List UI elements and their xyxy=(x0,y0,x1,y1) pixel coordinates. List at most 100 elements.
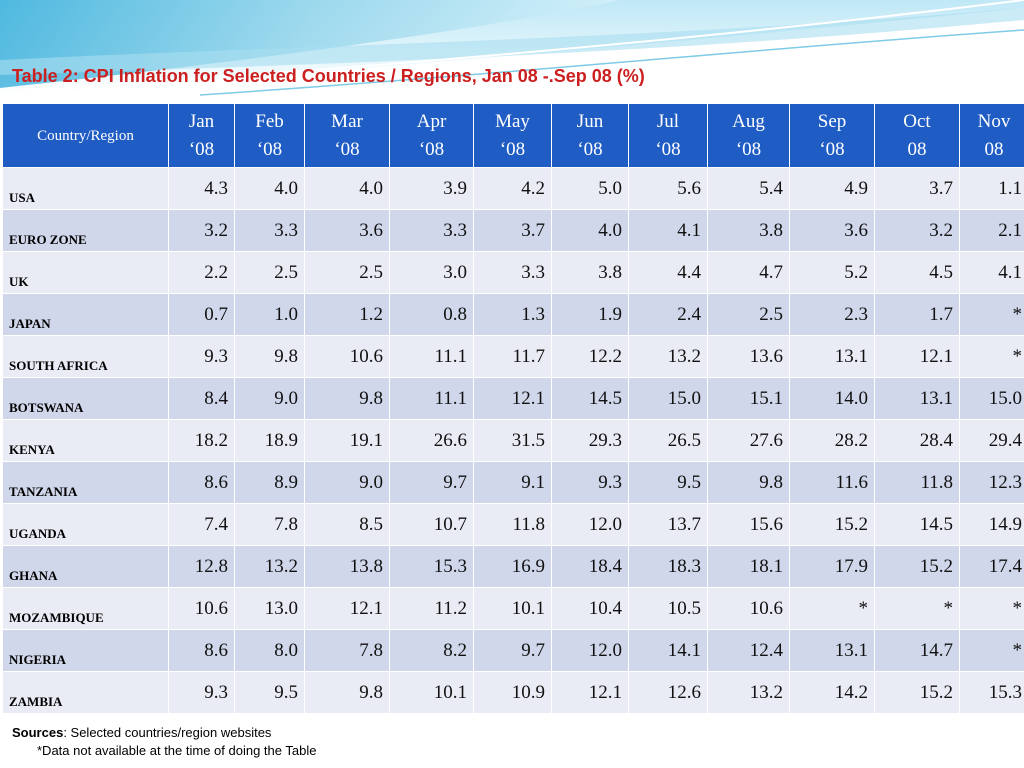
cpi-value-cell: 11.1 xyxy=(389,377,474,420)
table-row: GHANA 12.8 13.2 13.8 15.3 16.9 18.4 18.3 18.1 17.… xyxy=(2,545,1024,588)
header-month-label: Sep xyxy=(817,110,847,132)
cpi-value-cell: 3.8 xyxy=(707,209,790,252)
cpi-value-cell: 4.1 xyxy=(959,251,1024,294)
cpi-value-cell: 10.5 xyxy=(628,587,708,630)
cpi-value-cell: 3.3 xyxy=(389,209,474,252)
cpi-value-cell: 8.6 xyxy=(168,461,235,504)
cpi-value-cell: 5.6 xyxy=(628,167,708,210)
cpi-value-cell: 4.0 xyxy=(234,167,305,210)
header-month-6: Jul ‘08 xyxy=(628,103,708,168)
header-month-8: Sep ‘08 xyxy=(789,103,875,168)
cpi-value-cell: 18.9 xyxy=(234,419,305,462)
cpi-value-cell: 9.8 xyxy=(304,671,390,714)
table-row: UGANDA 7.4 7.8 8.5 10.7 11.8 12.0 13.7 15.6 15.2 1… xyxy=(2,503,1024,546)
cpi-value-cell: 3.6 xyxy=(789,209,875,252)
cpi-value-cell: 9.7 xyxy=(473,629,552,672)
country-name: GHANA xyxy=(2,545,169,588)
cpi-value-cell: 15.2 xyxy=(789,503,875,546)
cpi-value-cell: 12.3 xyxy=(959,461,1024,504)
header-year-label: ‘08 xyxy=(735,138,762,160)
cpi-value-cell: 2.3 xyxy=(789,293,875,336)
cpi-value-cell: 9.7 xyxy=(389,461,474,504)
table-row: ZAMBIA 9.3 9.5 9.8 10.1 10.9 12.1 12.6 13.2 14.2 1… xyxy=(2,671,1024,714)
header-month-label: Jun xyxy=(576,110,604,132)
cpi-value-cell: 0.7 xyxy=(168,293,235,336)
cpi-value-cell: 3.6 xyxy=(304,209,390,252)
header-month-label: Jan xyxy=(188,110,215,132)
cpi-value-cell: 12.4 xyxy=(707,629,790,672)
cpi-value-cell: 10.6 xyxy=(707,587,790,630)
country-name: KENYA xyxy=(2,419,169,462)
cpi-value-cell: 2.5 xyxy=(707,293,790,336)
cpi-value-cell: 12.6 xyxy=(628,671,708,714)
cpi-value-cell: 13.1 xyxy=(789,629,875,672)
table-header-row: Country/Region Jan ‘08 Feb ‘08 Mar ‘08 Apr ‘08 M… xyxy=(2,103,1024,168)
cpi-value-cell: 27.6 xyxy=(707,419,790,462)
header-month-10: Nov 08 xyxy=(959,103,1024,168)
country-name: USA xyxy=(2,167,169,210)
cpi-value-cell: 14.2 xyxy=(789,671,875,714)
cpi-value-cell: 3.3 xyxy=(234,209,305,252)
cpi-value-cell: 8.4 xyxy=(168,377,235,420)
cpi-value-cell: 3.7 xyxy=(874,167,960,210)
cpi-value-cell: 4.0 xyxy=(304,167,390,210)
header-year-label: ‘08 xyxy=(819,138,845,160)
country-name: ZAMBIA xyxy=(2,671,169,714)
cpi-value-cell: 10.4 xyxy=(551,587,629,630)
cpi-value-cell: 31.5 xyxy=(473,419,552,462)
cpi-value-cell: 18.2 xyxy=(168,419,235,462)
cpi-value-cell: 0.8 xyxy=(389,293,474,336)
header-year-label: ‘08 xyxy=(418,138,445,160)
cpi-value-cell: 1.9 xyxy=(551,293,629,336)
cpi-value-cell: 10.9 xyxy=(473,671,552,714)
cpi-value-cell: 2.5 xyxy=(304,251,390,294)
cpi-value-cell: 7.8 xyxy=(234,503,305,546)
table-row: EURO ZONE 3.2 3.3 3.6 3.3 3.7 4.0 4.1 3.8 3.6 3.2 2… xyxy=(2,209,1024,252)
table-row: JAPAN 0.7 1.0 1.2 0.8 1.3 1.9 2.4 2.5 2.3 1.7 * xyxy=(2,293,1024,336)
cpi-value-cell: 4.7 xyxy=(707,251,790,294)
table-row: UK 2.2 2.5 2.5 3.0 3.3 3.8 4.4 4.7 5.2 4.5 4.1 xyxy=(2,251,1024,294)
cpi-value-cell: * xyxy=(789,587,875,630)
header-year-label: ‘08 xyxy=(577,138,603,160)
cpi-value-cell: 10.6 xyxy=(304,335,390,378)
country-name: NIGERIA xyxy=(2,629,169,672)
cpi-value-cell: 13.2 xyxy=(628,335,708,378)
cpi-value-cell: 9.5 xyxy=(628,461,708,504)
header-year-label: ‘08 xyxy=(188,138,215,160)
cpi-value-cell: 11.6 xyxy=(789,461,875,504)
cpi-value-cell: 8.6 xyxy=(168,629,235,672)
cpi-value-cell: 15.1 xyxy=(707,377,790,420)
cpi-value-cell: 8.5 xyxy=(304,503,390,546)
header-month-4: May ‘08 xyxy=(473,103,552,168)
cpi-value-cell: 4.1 xyxy=(628,209,708,252)
table-row: BOTSWANA 8.4 9.0 9.8 11.1 12.1 14.5 15.0 15.1 14.… xyxy=(2,377,1024,420)
cpi-value-cell: 3.7 xyxy=(473,209,552,252)
sources-label: Sources xyxy=(12,725,64,740)
sources-text: : Selected countries/region websites xyxy=(63,725,272,740)
cpi-value-cell: 10.1 xyxy=(473,587,552,630)
header-month-label: Apr xyxy=(416,110,447,132)
cpi-value-cell: 4.5 xyxy=(874,251,960,294)
cpi-value-cell: 13.0 xyxy=(234,587,305,630)
cpi-value-cell: 11.8 xyxy=(874,461,960,504)
header-month-label: Nov xyxy=(977,110,1011,132)
footer: Sources: Selected countries/region websi… xyxy=(12,724,316,760)
header-year-label: 08 xyxy=(907,138,927,160)
header-month-label: Oct xyxy=(903,110,931,132)
header-year-label: ‘08 xyxy=(499,138,526,160)
cpi-value-cell: 3.8 xyxy=(551,251,629,294)
footnote: *Data not available at the time of doing… xyxy=(37,743,317,758)
header-month-5: Jun ‘08 xyxy=(551,103,629,168)
header-month-7: Aug ‘08 xyxy=(707,103,790,168)
cpi-value-cell: 15.3 xyxy=(959,671,1024,714)
cpi-value-cell: 14.5 xyxy=(874,503,960,546)
cpi-value-cell: 5.4 xyxy=(707,167,790,210)
cpi-value-cell: 28.4 xyxy=(874,419,960,462)
cpi-value-cell: 12.0 xyxy=(551,503,629,546)
cpi-value-cell: 19.1 xyxy=(304,419,390,462)
cpi-value-cell: 29.3 xyxy=(551,419,629,462)
cpi-value-cell: * xyxy=(959,587,1024,630)
cpi-value-cell: 3.0 xyxy=(389,251,474,294)
cpi-value-cell: 9.3 xyxy=(168,671,235,714)
cpi-value-cell: 4.0 xyxy=(551,209,629,252)
